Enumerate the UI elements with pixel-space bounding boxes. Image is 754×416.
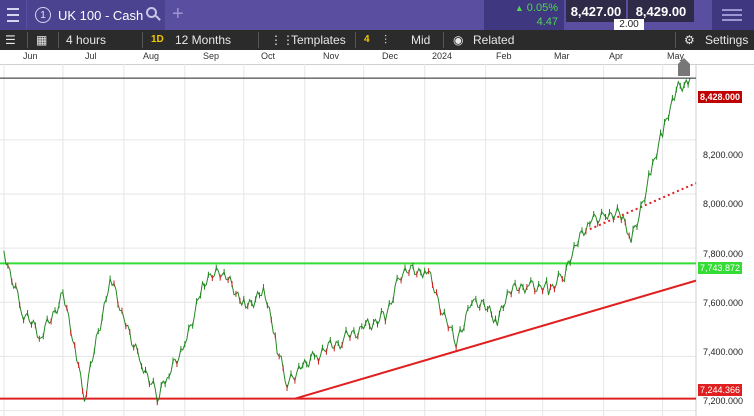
related-button[interactable]: Related [473, 33, 515, 47]
add-tab-icon[interactable]: + [172, 3, 184, 25]
spread-badge: 2.00 [614, 19, 644, 30]
month-label: Jun [23, 51, 38, 61]
time-axis: Jun Jul Aug Sep Oct Nov Dec 2024 Feb Mar… [0, 50, 754, 65]
month-label: May [667, 51, 685, 61]
red-level-tag: 7,244.366 [698, 384, 743, 396]
price-series-line [3, 77, 691, 404]
divider [58, 32, 59, 48]
tab-uk100[interactable]: 1 UK 100 - Cash [27, 0, 165, 30]
top-bar: 1 UK 100 - Cash + 0.05% 4.47 8,427.00 8,… [0, 0, 754, 30]
price-tick-label: 7,400.000 [703, 347, 744, 357]
price-tick-label: 7,800.000 [703, 249, 744, 259]
month-label: Nov [323, 51, 340, 61]
month-label: Jul [85, 51, 97, 61]
month-label: Feb [496, 51, 512, 61]
month-label: Aug [143, 51, 160, 61]
settings-button[interactable]: Settings [705, 33, 749, 47]
green-level-tag: 7,743.872 [698, 262, 743, 274]
divider [27, 32, 28, 48]
change-percent: 0.05% [515, 2, 558, 14]
range-select[interactable]: 12 Months [175, 33, 232, 47]
price-tick-label: 7,600.000 [703, 298, 744, 308]
scroll-to-end-icon[interactable] [678, 58, 690, 76]
templates-button[interactable]: Templates [291, 33, 346, 47]
search-icon[interactable] [146, 7, 157, 18]
month-label: Sep [203, 51, 220, 61]
month-label: Oct [261, 51, 276, 61]
trendline-support [294, 279, 697, 400]
tab-number: 1 [35, 7, 51, 23]
list-icon[interactable]: ☰ [5, 33, 16, 47]
month-label: Apr [609, 51, 624, 61]
templates-icon[interactable]: ⋮⋮ [270, 33, 294, 47]
trendline-dotted [589, 182, 697, 231]
indicators-count: 4 [364, 34, 370, 45]
gear-icon[interactable]: ⚙ [684, 33, 695, 47]
layout-icon[interactable] [712, 0, 754, 30]
price-type-select[interactable]: Mid [411, 33, 431, 47]
price-tick-label: 8,000.000 [703, 199, 744, 209]
price-change: 0.05% 4.47 [484, 0, 564, 30]
range-badge: 1D [151, 34, 164, 45]
divider [443, 32, 444, 48]
instrument-title: UK 100 - Cash [58, 7, 144, 23]
grid-icon[interactable]: ▦ [36, 33, 48, 47]
price-tick-label: 7,200.000 [703, 396, 744, 406]
divider [258, 32, 259, 48]
indicator-icon[interactable]: ⫶ [384, 33, 388, 47]
month-label: Dec [382, 51, 399, 61]
divider [675, 32, 676, 48]
change-absolute: 4.47 [536, 16, 558, 28]
price-chart[interactable] [0, 64, 754, 416]
eye-icon[interactable]: ◉ [453, 33, 464, 47]
current-price-tag: 8,428.000 [698, 91, 743, 103]
month-label: 2024 [432, 51, 453, 61]
price-tick-label: 8,200.000 [703, 150, 744, 160]
buy-button[interactable]: 8,429.00 [628, 0, 694, 22]
month-label: Mar [554, 51, 570, 61]
divider [355, 32, 356, 48]
divider [142, 32, 143, 48]
timeframe-select[interactable]: 4 hours [66, 33, 107, 47]
hamburger-menu-icon[interactable] [0, 0, 26, 30]
chart-toolbar: ☰ ▦ 4 hours 1D 12 Months ⋮⋮ Templates 4 … [0, 30, 754, 50]
sell-button[interactable]: 8,427.00 [566, 0, 626, 22]
